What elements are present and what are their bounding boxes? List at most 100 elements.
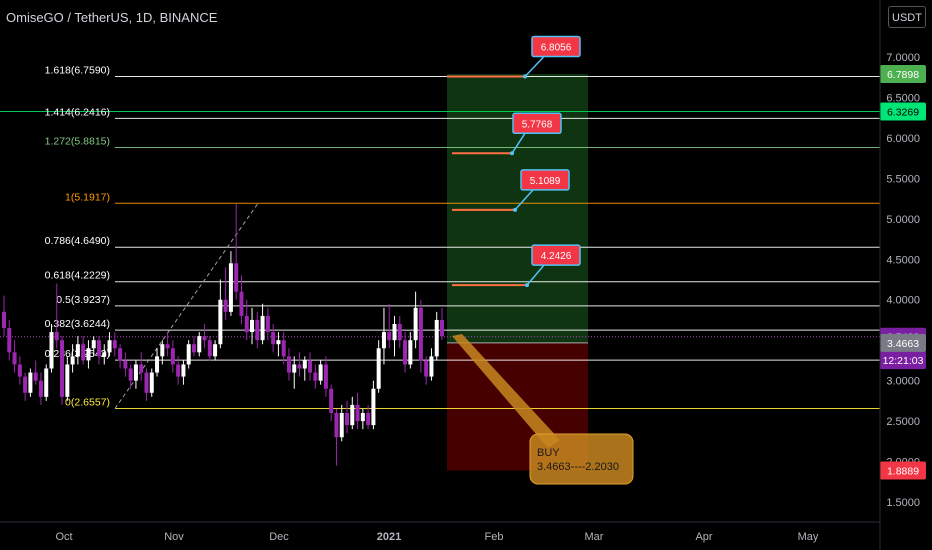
target-callout[interactable]: [520, 169, 570, 191]
x-tick-label: Mar: [585, 531, 604, 543]
y-tick-label: 6.0000: [886, 133, 920, 145]
candle-body: [213, 344, 218, 357]
candle-body: [408, 340, 413, 365]
target-callout[interactable]: [512, 112, 562, 135]
candle-body: [28, 372, 33, 393]
target-callout-text: 5.7768: [522, 119, 553, 130]
candle-body: [250, 319, 255, 333]
x-tick-label: Nov: [164, 531, 184, 543]
candle-body: [265, 315, 270, 333]
candle-body: [292, 364, 297, 373]
target-callout-text: 4.2426: [541, 251, 572, 262]
x-tick-label: Feb: [485, 531, 504, 543]
candle-body: [376, 348, 381, 389]
candle-body: [86, 348, 91, 361]
candle-body: [38, 380, 43, 397]
callout-anchor: [510, 151, 514, 156]
callout-pointer: [511, 132, 526, 154]
candle-body: [392, 324, 397, 341]
axis-price-label: [880, 351, 926, 370]
target-callout[interactable]: [531, 35, 581, 58]
axis-price-label-text: 1.8889: [887, 466, 919, 478]
callout-pointer: [526, 264, 545, 286]
candle-body: [70, 356, 75, 365]
candle-body: [107, 340, 112, 353]
x-tick-label: Dec: [269, 531, 289, 543]
buy-note-range: 3.4663----2.2030: [537, 461, 619, 473]
candle-body: [424, 360, 429, 377]
candle-body: [149, 372, 154, 393]
candle-body: [366, 413, 371, 426]
y-tick-label: 5.5000: [886, 173, 920, 185]
candle-body: [339, 413, 344, 438]
fib-level-label: 0.618(4.2229): [45, 270, 110, 282]
y-tick-label: 4.5000: [886, 254, 920, 266]
candle-body: [202, 336, 207, 341]
x-tick-label: 2021: [377, 531, 401, 543]
candle-body: [440, 319, 444, 337]
target-callout-text: 6.8056: [541, 42, 572, 53]
candle-body: [133, 364, 138, 381]
candle-body: [197, 336, 202, 353]
fib-level-label: 0.5(3.9237): [56, 294, 110, 306]
candle-body: [2, 311, 6, 329]
candle-body: [65, 364, 70, 397]
candle-body: [360, 413, 365, 422]
candle-body: [144, 372, 149, 393]
candle-body: [286, 356, 291, 373]
candle-body: [191, 344, 196, 353]
candle-body: [271, 332, 276, 345]
candle-body: [434, 319, 439, 357]
target-callout[interactable]: [531, 244, 581, 266]
y-tick-label: 3.0000: [886, 376, 920, 388]
fib-level-label: 1.272(5.8815): [45, 135, 110, 147]
candle-body: [255, 319, 260, 341]
currency-selector[interactable]: USDT: [888, 6, 926, 28]
candle-body: [418, 307, 423, 361]
buy-callout-pointer: [452, 334, 560, 448]
callout-anchor: [525, 283, 529, 288]
candle-body: [371, 388, 376, 426]
axis-price-label: [880, 65, 926, 84]
candle-body: [75, 344, 80, 357]
fib-level-label: 1.618(6.7590): [45, 64, 110, 76]
y-tick-label: 4.0000: [886, 295, 920, 307]
candle-body: [23, 376, 28, 393]
chart-title: OmiseGO / TetherUS, 1D, BINANCE: [6, 10, 218, 25]
candle-body: [60, 340, 65, 397]
candle-body: [49, 332, 54, 369]
candle-body: [186, 344, 191, 365]
axis-price-label-text: 3.4663: [887, 338, 919, 350]
candle-body: [207, 340, 212, 357]
candle-body: [397, 324, 402, 341]
buy-note-title: BUY: [537, 447, 560, 459]
candle-body: [102, 352, 107, 357]
target-callout-text: 5.1089: [530, 176, 561, 187]
fib-level-label: 0.382(3.6244): [45, 318, 110, 330]
candle-body: [7, 328, 12, 353]
y-tick-label: 2.5000: [886, 416, 920, 428]
x-tick-label: Oct: [55, 531, 72, 543]
candle-body: [228, 263, 233, 312]
candle-body: [429, 356, 434, 377]
x-tick-label: May: [798, 531, 819, 543]
candle-body: [323, 364, 328, 389]
candle-body: [355, 404, 360, 422]
y-tick-label: 5.0000: [886, 214, 920, 226]
buy-note[interactable]: [529, 433, 634, 485]
candle-body: [139, 364, 144, 373]
candle-body: [91, 340, 96, 349]
candle-body: [403, 340, 408, 365]
y-tick-label: 1.5000: [886, 497, 920, 509]
candle-body: [223, 299, 228, 312]
fib-level-label: 0.786(4.6490): [45, 235, 110, 247]
candle-body: [155, 356, 160, 373]
axis-price-label: [880, 333, 926, 352]
candle-body: [123, 360, 128, 369]
candle-body: [81, 344, 86, 361]
candle-body: [313, 372, 318, 381]
y-tick-label: 7.0000: [886, 52, 920, 64]
candle-body: [281, 340, 286, 357]
candle-body: [308, 360, 313, 373]
